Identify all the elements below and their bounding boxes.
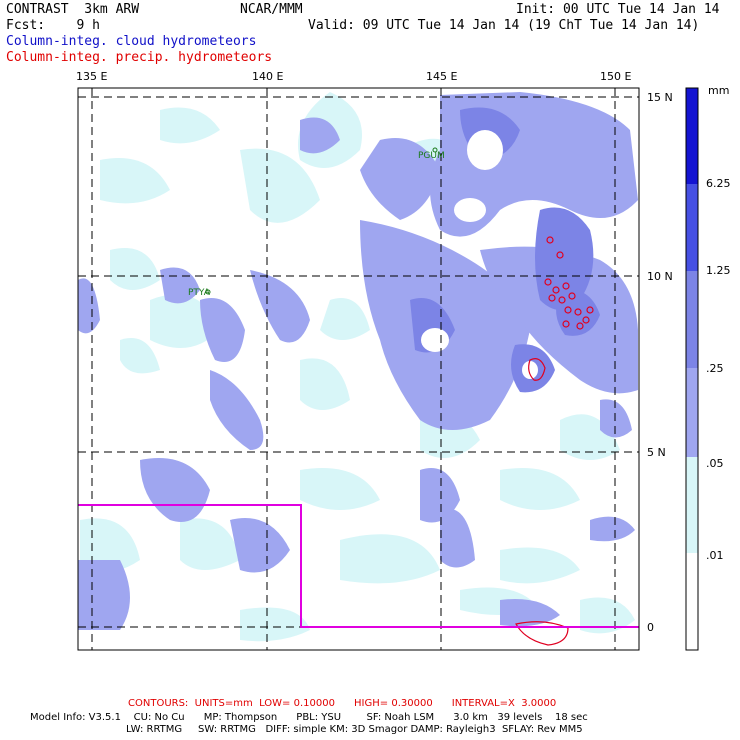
lat-label-5n: 5 N	[647, 446, 666, 459]
graticule	[78, 88, 639, 650]
colorbar-bin-3	[686, 271, 698, 368]
field-cloud-label: Column-integ. cloud hydrometeors	[6, 34, 257, 49]
valid-time: Valid: 09 UTC Tue 14 Jan 14 (19 ChT Tue …	[308, 18, 700, 33]
lon-label-135: 135 E	[76, 70, 108, 83]
precip-contours	[515, 236, 594, 646]
lat-label-15n: 15 N	[647, 91, 673, 104]
lon-label-150: 150 E	[600, 70, 632, 83]
colorbar-label-0.05: .05	[706, 457, 724, 470]
colorbar-bin-4	[686, 368, 698, 457]
colorbar-frame	[685, 87, 699, 651]
init-time: Init: 00 UTC Tue 14 Jan 14	[516, 2, 720, 17]
map-fields	[78, 88, 639, 650]
lon-label-145: 145 E	[426, 70, 458, 83]
center-title: NCAR/MMM	[240, 2, 303, 17]
colorbar-bin-2	[686, 184, 698, 271]
model-title: CONTRAST 3km ARW	[6, 2, 140, 17]
cloud-holes	[421, 130, 538, 379]
station-label-ptya: PTYA	[188, 288, 210, 298]
forecast-hour: Fcst: 9 h	[6, 18, 100, 33]
model-info-line-2: LW: RRTMG SW: RRTMG DIFF: simple KM: 3D …	[126, 724, 583, 735]
colorbar-bin-5	[686, 457, 698, 553]
colorbar	[685, 87, 699, 651]
field-precip-label: Column-integ. precip. hydrometeors	[6, 50, 273, 65]
domain-box	[78, 504, 639, 628]
colorbar-bin-1	[686, 88, 698, 184]
colorbar-label-6.25: 6.25	[706, 177, 731, 190]
lat-label-10n: 10 N	[647, 270, 673, 283]
model-info-line-1: Model Info: V3.5.1 CU: No Cu MP: Thompso…	[30, 712, 588, 723]
map-frame	[77, 87, 640, 651]
station-label-pgum: PGUM	[418, 151, 445, 161]
colorbar-label-0.01: .01	[706, 549, 724, 562]
colorbar-label-1.25: 1.25	[706, 264, 731, 277]
colorbar-label-0.25: .25	[706, 362, 724, 375]
lon-label-140: 140 E	[252, 70, 284, 83]
contour-info: CONTOURS: UNITS=mm LOW= 0.10000 HIGH= 0.…	[128, 698, 557, 709]
colorbar-bin-6	[686, 553, 698, 650]
lat-label-0: 0	[647, 621, 654, 634]
station-markers	[205, 147, 438, 295]
colorbar-unit: mm	[708, 84, 730, 97]
